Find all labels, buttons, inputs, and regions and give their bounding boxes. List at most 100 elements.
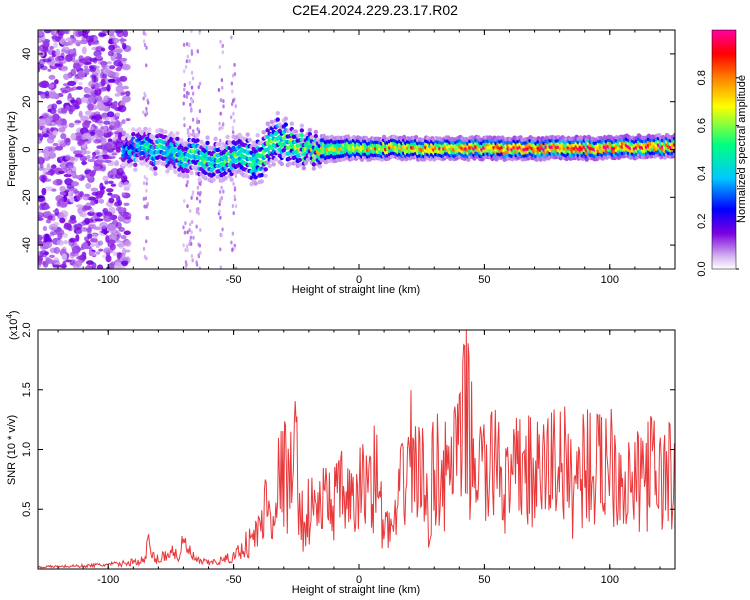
spectrogram-cell [185,174,190,179]
spectrogram-cell [74,175,82,179]
y-tick-label: 2.0 [21,322,33,337]
spectrogram-cell [232,211,235,216]
spectrogram-cell [279,161,284,167]
spectrogram-cell [38,259,42,266]
spectrogram-cell [112,251,119,257]
spectrogram-cell [121,63,131,71]
spectrogram-cell [191,193,194,198]
spectrogram-cell [182,243,185,248]
spectrogram-cell [183,123,186,128]
spectrogram-cell [92,233,98,240]
spectrogram-cell [247,137,252,143]
spectrogram-cell [53,41,58,49]
spectrogram-cell [145,204,148,209]
spectrogram-cell [185,183,188,188]
spectrogram-cell [68,219,77,224]
spectrogram-cell [142,96,145,101]
spectrogram-cell [192,129,195,134]
spectrogram-cell [85,150,91,155]
chart-title: C2E4.2024.229.23.17.R02 [292,2,458,18]
spectrogram-cell [78,55,84,62]
spectrogram-cell [42,226,48,232]
spectrogram-cell [52,130,58,136]
spectrogram-cell [196,120,199,125]
spectrogram-cell [108,197,115,204]
spectrogram-cell [79,39,89,45]
spectrogram-cell [151,135,156,140]
spectrogram-cell [185,42,189,47]
spectrogram-cell [94,218,104,222]
spectrogram-cell [39,249,48,258]
spectrogram-cell [145,63,148,68]
spectrogram-cell [61,57,67,64]
spectrogram-cell [269,119,274,125]
spectrogram-cell [233,118,236,123]
spectrogram-cell [110,194,120,199]
spectrogram-cell [38,167,44,171]
spectrogram-cell [56,178,63,186]
spectrogram-cell [301,165,307,171]
spectrogram-cell [229,177,234,182]
spectrogram-cell [94,68,101,75]
spectrogram-cell [42,133,49,138]
spectrogram-cell [116,121,123,128]
spectrogram-cell [265,121,270,126]
spectrogram-cell [89,207,95,213]
spectrogram-cell [117,82,123,89]
spectrogram-cell [234,204,238,209]
spectrogram-cell [68,122,75,128]
spectrogram-cell [80,212,87,218]
spectrogram-cell [38,212,45,219]
spectrogram-cell [54,56,63,62]
spectrogram-cell [175,131,180,136]
spectrogram-cell [43,46,49,53]
spectrogram-cell [125,118,131,122]
spectrogram-cell [123,202,130,207]
spectrogram-cell [185,262,188,267]
spectrogram-cell [91,40,100,46]
spectrogram-cell [185,244,189,249]
spectrogram-cell [672,132,675,138]
colorbar-tick-label: 0.4 [696,166,708,181]
spectrogram-cell [38,81,46,88]
spectrogram-cell [263,173,268,178]
spectrogram-cell [263,167,268,172]
spectrogram-cell [38,90,43,94]
spectrogram-x-ticks: -100 -50 0 50 100 [57,30,661,286]
spectrogram-cell [69,197,75,203]
spectrogram-cell [229,115,233,120]
spectrogram-cell [39,163,44,169]
colorbar-gradient-bar [711,29,737,270]
spectrogram-cell [190,254,194,259]
spectrogram-cell [91,262,97,269]
spectrogram-cell [187,42,191,47]
spectrogram-cell [65,37,75,42]
spectrogram-cell [46,163,51,172]
spectrogram-cell [106,111,115,118]
spectrogram-cell [70,99,75,104]
spectrogram-cell [199,190,202,195]
spectrogram-cell [79,155,88,162]
spectrogram-cell [261,129,266,135]
spectrogram-cell [234,174,238,179]
y-tick-label: 0 [21,146,33,152]
spectrogram-cell [55,194,64,202]
spectrogram-cell [115,67,122,72]
spectrogram-cell [147,127,152,132]
spectrogram-cell [107,192,113,196]
spectrogram-cell [120,211,129,217]
spectrogram-cell [38,118,47,127]
spectrogram-cell [313,129,319,135]
spectrogram-cell [103,248,113,254]
spectrogram-cell [63,222,71,229]
spectrogram-cell [123,239,132,247]
spectrogram-cell [65,105,70,111]
spectrogram-cell [299,133,305,138]
spectrogram-cell [218,121,221,126]
spectrogram-cell [115,127,124,132]
x-tick-label: 100 [601,574,619,586]
spectrogram-cell [221,44,224,49]
spectrogram-cell [121,260,129,265]
spectrogram-cell [218,209,221,214]
spectrogram-cell [219,247,222,252]
